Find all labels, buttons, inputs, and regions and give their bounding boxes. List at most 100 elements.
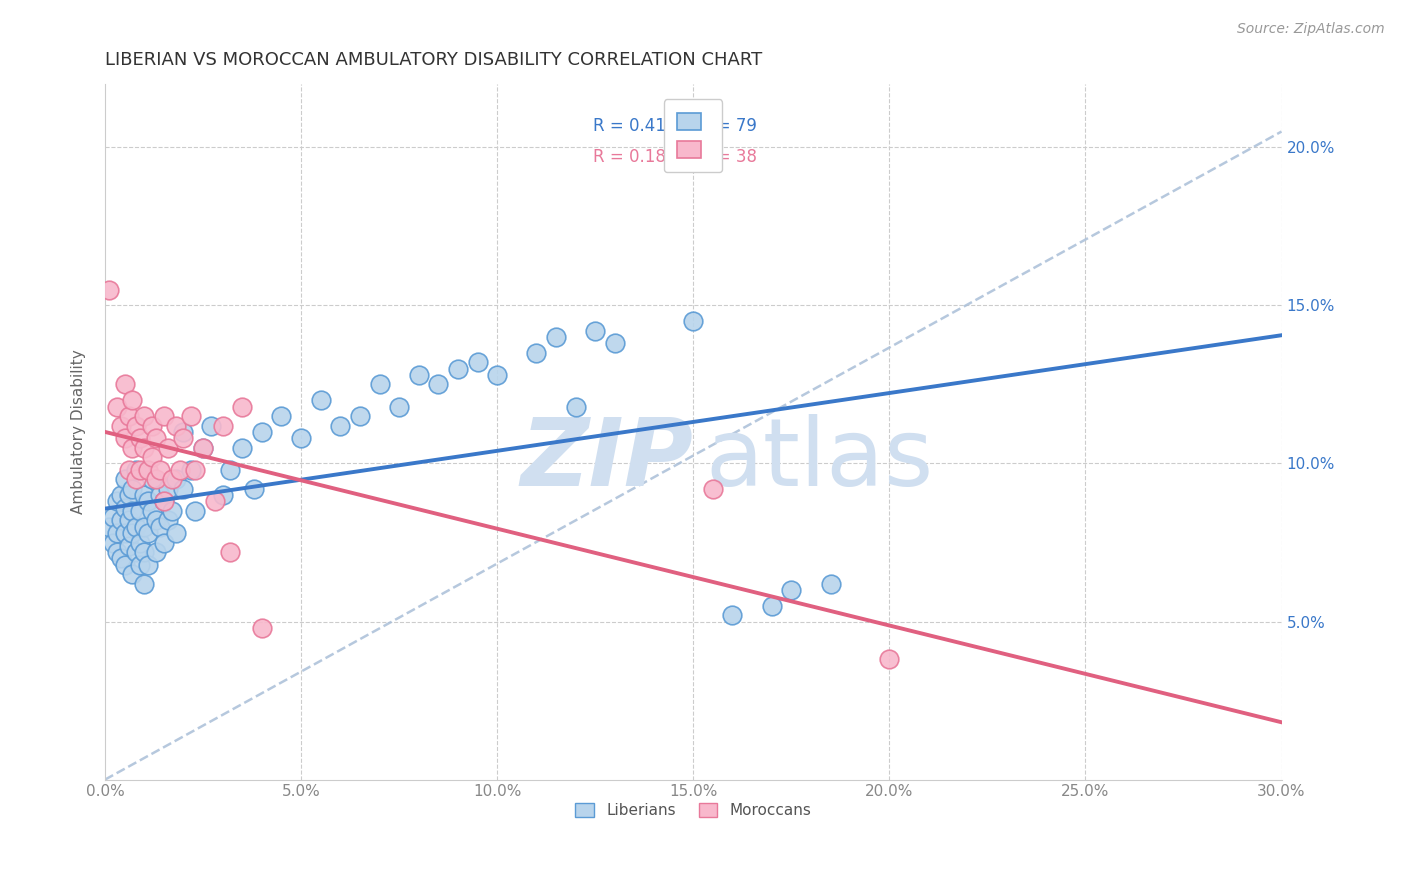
Text: N = 38: N = 38 xyxy=(699,148,758,166)
Point xyxy=(309,393,332,408)
Point xyxy=(169,463,191,477)
Point xyxy=(134,409,156,423)
Point xyxy=(250,425,273,439)
Point xyxy=(156,513,179,527)
Point xyxy=(134,545,156,559)
Point xyxy=(219,463,242,477)
Point xyxy=(427,377,450,392)
Point xyxy=(141,450,163,465)
Point xyxy=(121,567,143,582)
Point xyxy=(129,504,152,518)
Point xyxy=(153,535,176,549)
Point xyxy=(117,409,139,423)
Point xyxy=(184,463,207,477)
Point xyxy=(231,400,253,414)
Point xyxy=(121,441,143,455)
Text: N = 79: N = 79 xyxy=(699,117,756,135)
Point xyxy=(125,519,148,533)
Point xyxy=(721,608,744,623)
Point xyxy=(191,441,214,455)
Point xyxy=(121,482,143,496)
Point xyxy=(129,558,152,572)
Point xyxy=(329,418,352,433)
Point xyxy=(110,488,132,502)
Point xyxy=(134,576,156,591)
Point xyxy=(761,599,783,613)
Point xyxy=(134,441,156,455)
Point xyxy=(682,314,704,328)
Point xyxy=(564,400,586,414)
Point xyxy=(129,535,152,549)
Point xyxy=(408,368,430,382)
Point xyxy=(149,519,172,533)
Point xyxy=(125,418,148,433)
Point xyxy=(447,361,470,376)
Point xyxy=(250,621,273,635)
Point xyxy=(114,558,136,572)
Point xyxy=(172,431,194,445)
Point xyxy=(165,472,187,486)
Point xyxy=(191,441,214,455)
Text: R = 0.417: R = 0.417 xyxy=(593,117,676,135)
Point xyxy=(105,526,128,541)
Point xyxy=(141,504,163,518)
Point xyxy=(141,418,163,433)
Point xyxy=(110,513,132,527)
Point xyxy=(121,504,143,518)
Point xyxy=(368,377,391,392)
Point xyxy=(125,545,148,559)
Point xyxy=(129,463,152,477)
Point xyxy=(153,494,176,508)
Point xyxy=(184,504,207,518)
Point xyxy=(117,463,139,477)
Point xyxy=(702,482,724,496)
Point xyxy=(149,463,172,477)
Point xyxy=(101,510,124,524)
Point xyxy=(156,482,179,496)
Point xyxy=(486,368,509,382)
Point xyxy=(165,526,187,541)
Point xyxy=(114,472,136,486)
Point xyxy=(117,513,139,527)
Point xyxy=(172,482,194,496)
Point xyxy=(204,494,226,508)
Point xyxy=(134,488,156,502)
Point xyxy=(290,431,312,445)
Point xyxy=(114,431,136,445)
Point xyxy=(153,409,176,423)
Point xyxy=(145,513,167,527)
Point xyxy=(136,494,159,508)
Point xyxy=(180,463,202,477)
Point xyxy=(129,431,152,445)
Point xyxy=(105,400,128,414)
Point xyxy=(270,409,292,423)
Point xyxy=(136,526,159,541)
Point xyxy=(603,336,626,351)
Point xyxy=(117,488,139,502)
Point xyxy=(165,418,187,433)
Point xyxy=(105,494,128,508)
Point xyxy=(172,425,194,439)
Point xyxy=(134,519,156,533)
Point xyxy=(544,330,567,344)
Point xyxy=(114,377,136,392)
Point xyxy=(180,409,202,423)
Point xyxy=(349,409,371,423)
Text: LIBERIAN VS MOROCCAN AMBULATORY DISABILITY CORRELATION CHART: LIBERIAN VS MOROCCAN AMBULATORY DISABILI… xyxy=(105,51,762,69)
Point xyxy=(524,346,547,360)
Point xyxy=(101,535,124,549)
Point xyxy=(211,418,233,433)
Point xyxy=(243,482,266,496)
Text: R = 0.180: R = 0.180 xyxy=(593,148,676,166)
Point xyxy=(467,355,489,369)
Point xyxy=(211,488,233,502)
Point xyxy=(114,500,136,515)
Point xyxy=(780,582,803,597)
Point xyxy=(110,418,132,433)
Point xyxy=(141,472,163,486)
Point xyxy=(160,504,183,518)
Legend: Liberians, Moroccans: Liberians, Moroccans xyxy=(569,797,817,824)
Point xyxy=(388,400,411,414)
Point xyxy=(160,472,183,486)
Point xyxy=(97,283,120,297)
